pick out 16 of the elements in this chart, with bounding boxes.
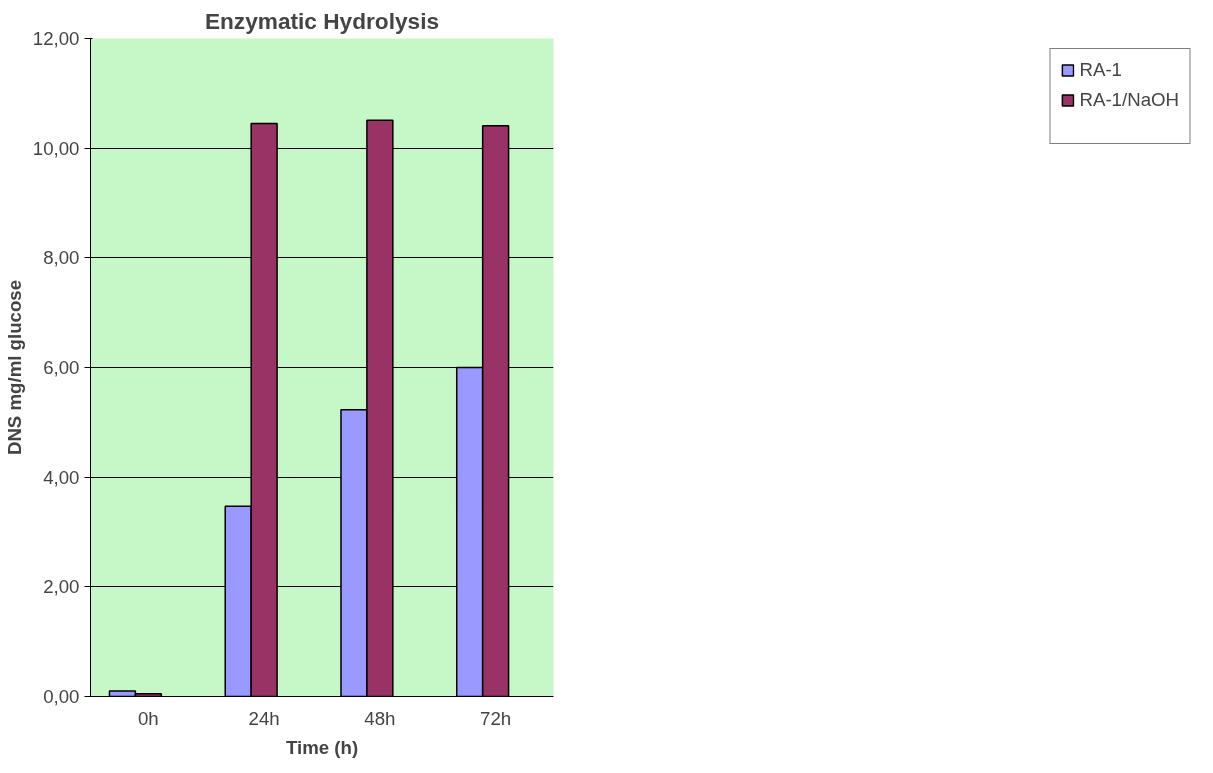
- y-axis-title: DNS mg/ml glucose: [3, 279, 25, 456]
- legend-label: RA-1/NaOH: [1079, 89, 1179, 111]
- y-tick-label: 8,00: [43, 247, 80, 269]
- y-tick-label: 10,00: [32, 137, 80, 159]
- y-tick-label: 2,00: [43, 576, 80, 598]
- y-tick-label: 0,00: [43, 686, 80, 707]
- x-tick-label: 48h: [364, 707, 396, 729]
- x-axis-title: Time (h): [285, 736, 359, 758]
- y-tick-label: 12,00: [32, 28, 80, 49]
- y-tick-label: 4,00: [43, 466, 80, 488]
- x-tick-label: 72h: [480, 707, 512, 729]
- x-tick-label: 0h: [138, 707, 159, 729]
- legend-label: RA-1: [1079, 59, 1122, 81]
- chart-title: Enzymatic Hydrolysis: [204, 7, 440, 34]
- x-tick-label: 24h: [248, 707, 280, 729]
- y-tick-label: 6,00: [43, 357, 80, 378]
